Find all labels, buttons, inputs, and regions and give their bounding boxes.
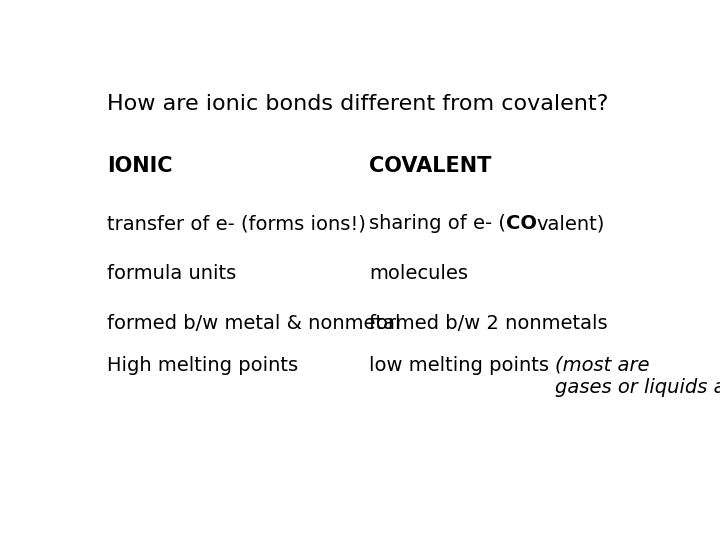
Text: formed b/w 2 nonmetals: formed b/w 2 nonmetals [369,314,608,333]
Text: low melting points: low melting points [369,356,555,375]
Text: How are ionic bonds different from covalent?: How are ionic bonds different from coval… [107,94,608,114]
Text: High melting points: High melting points [107,356,298,375]
Text: COVALENT: COVALENT [369,156,491,176]
Text: formula units: formula units [107,265,236,284]
Text: valent): valent) [537,214,606,233]
Text: (most are
gases or liquids at room temp): (most are gases or liquids at room temp) [555,356,720,397]
Text: molecules: molecules [369,265,468,284]
Text: CO: CO [506,214,537,233]
Text: transfer of e- (forms ions!): transfer of e- (forms ions!) [107,214,366,233]
Text: sharing of e- (: sharing of e- ( [369,214,506,233]
Text: formed b/w metal & nonmetal: formed b/w metal & nonmetal [107,314,400,333]
Text: IONIC: IONIC [107,156,172,176]
